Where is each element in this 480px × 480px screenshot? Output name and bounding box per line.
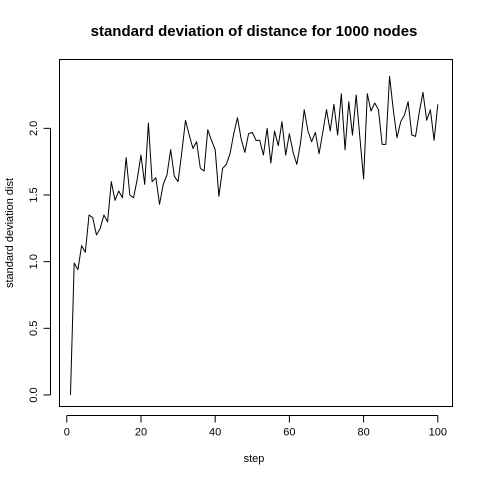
y-tick-label: 0.0	[28, 387, 40, 402]
y-tick-label: 1.5	[28, 187, 40, 202]
x-tick-label: 20	[135, 427, 147, 439]
y-axis-label: standard deviation dist	[4, 178, 16, 288]
y-tick-label: 1.0	[28, 254, 40, 269]
x-tick-label: 40	[209, 427, 221, 439]
y-tick-label: 2.0	[28, 121, 40, 136]
x-tick-label: 100	[429, 427, 447, 439]
x-axis: 0 20 40 60 80 100	[64, 415, 447, 439]
series-group	[69, 75, 439, 395]
plot-frame	[59, 59, 453, 407]
x-tick-label: 80	[357, 427, 369, 439]
y-tick-label: 0.5	[28, 321, 40, 336]
x-tick-label: 60	[283, 427, 295, 439]
series-line	[69, 75, 439, 395]
x-tick-label: 0	[64, 427, 70, 439]
x-axis-label: step	[244, 453, 265, 465]
y-axis: 0.0 0.5 1.0 1.5 2.0	[28, 121, 51, 403]
chart-title: standard deviation of distance for 1000 …	[91, 23, 418, 40]
